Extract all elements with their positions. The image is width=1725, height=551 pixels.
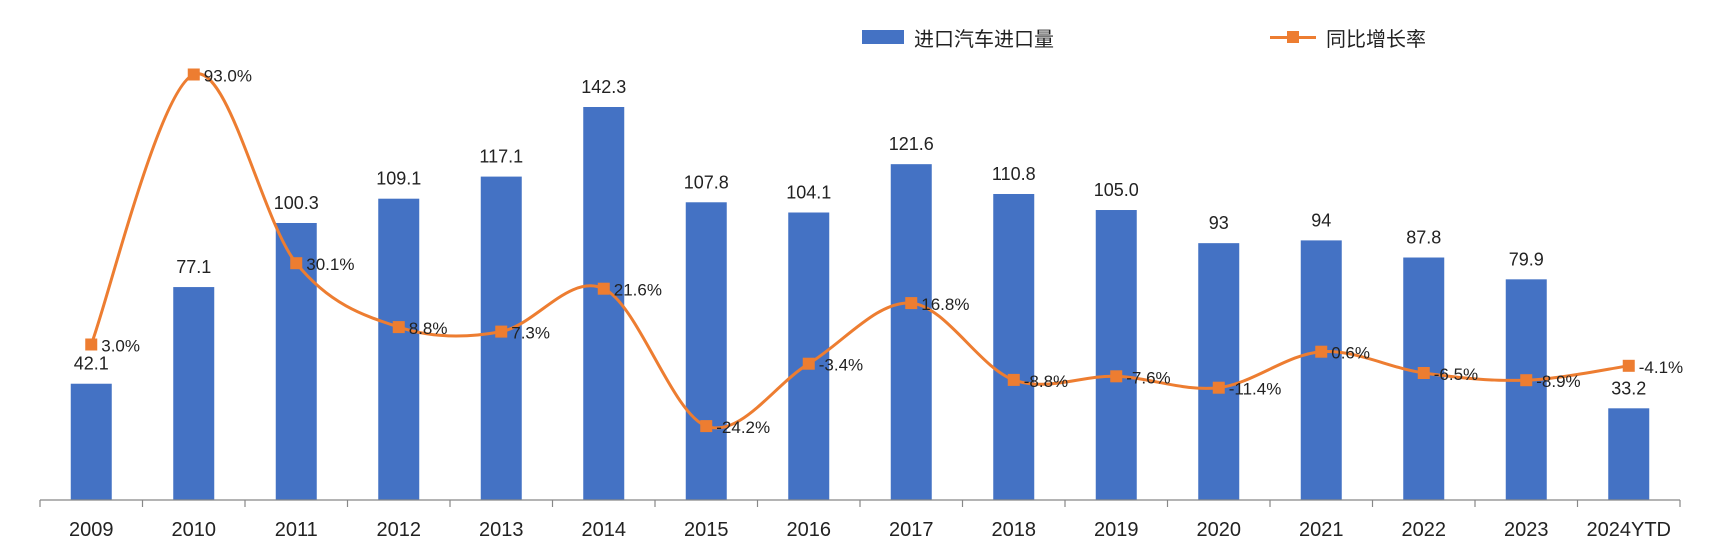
growth-value-label: 0.6% (1331, 344, 1370, 363)
bar-value-label: 77.1 (176, 257, 211, 277)
x-tick-label: 2013 (479, 519, 524, 541)
growth-marker-2019 (1110, 370, 1122, 382)
legend-item-volume: 进口汽车进口量 (862, 22, 1054, 52)
growth-line (91, 74, 1629, 428)
growth-value-label: -6.5% (1434, 365, 1478, 384)
growth-marker-2021 (1315, 346, 1327, 358)
x-axis: 2009 2010 2011 2012 2013 2014 2015 2016 2017 2018… (40, 500, 1680, 541)
growth-value-label: -11.4% (1229, 380, 1282, 399)
growth-value-label: -4.1% (1639, 358, 1683, 377)
growth-value-label: 7.3% (511, 324, 550, 343)
bar-2010 (173, 287, 214, 500)
bar-2019 (1096, 210, 1137, 500)
bar-2015 (686, 202, 727, 500)
bar-value-label: 110.8 (992, 164, 1036, 184)
growth-marker-2018 (1008, 374, 1020, 386)
x-tick-label: 2018 (992, 519, 1037, 541)
growth-marker-2024YTD (1623, 360, 1635, 372)
growth-marker-2009 (85, 339, 97, 351)
x-tick-label: 2009 (69, 519, 114, 541)
growth-value-label: -8.8% (1024, 372, 1068, 391)
growth-value-label: 8.8% (409, 319, 448, 338)
x-tick-label: 2011 (275, 519, 318, 541)
bar-2017 (891, 164, 932, 500)
growth-marker-2020 (1213, 382, 1225, 394)
bar-value-label: 79.9 (1509, 249, 1544, 269)
bar-value-label: 107.8 (684, 172, 729, 192)
bar-2020 (1198, 243, 1239, 500)
growth-marker-2017 (905, 297, 917, 309)
legend-line-swatch (1270, 30, 1316, 44)
bar-2009 (71, 384, 112, 500)
bar-value-label: 42.1 (74, 354, 109, 374)
bar-value-label: 142.3 (581, 77, 626, 97)
growth-value-label: -8.9% (1536, 372, 1580, 391)
growth-value-label: 21.6% (614, 281, 662, 300)
growth-marker-2010 (188, 69, 200, 81)
bar-value-label: 105.0 (1094, 180, 1139, 200)
bar-value-label: 87.8 (1406, 228, 1441, 248)
growth-marker-2022 (1418, 367, 1430, 379)
bar-value-label: 117.1 (479, 147, 523, 167)
x-tick-label: 2012 (377, 519, 422, 541)
bar-2012 (378, 199, 419, 500)
growth-marker-2011 (290, 257, 302, 269)
legend-bar-swatch (862, 30, 904, 44)
x-tick-label: 2016 (787, 519, 832, 541)
bar-value-label: 33.2 (1611, 378, 1646, 398)
growth-value-label: 16.8% (921, 295, 969, 314)
bar-value-label: 104.1 (786, 182, 831, 202)
x-tick-label: 2019 (1094, 519, 1139, 541)
growth-value-label: -7.6% (1126, 368, 1170, 387)
growth-line-series (85, 69, 1635, 433)
growth-marker-2013 (495, 326, 507, 338)
x-tick-label: 2010 (172, 519, 217, 541)
x-tick-label: 2021 (1299, 519, 1344, 541)
growth-marker-2012 (393, 321, 405, 333)
x-tick-label: 2015 (684, 519, 729, 541)
x-tick-label: 2020 (1197, 519, 1242, 541)
x-tick-label: 2024YTD (1587, 519, 1672, 541)
bar-series (71, 107, 1650, 500)
chart-canvas: 2009 2010 2011 2012 2013 2014 2015 2016 2017 2018… (0, 0, 1725, 551)
growth-value-label: -24.2% (716, 418, 770, 437)
growth-value-label: -3.4% (819, 356, 863, 375)
growth-value-label: 30.1% (306, 255, 354, 274)
bar-value-label: 109.1 (376, 169, 421, 189)
bar-value-label: 121.6 (889, 134, 934, 154)
legend-label-growth: 同比增长率 (1326, 23, 1426, 52)
growth-value-label: 3.0% (101, 337, 140, 356)
growth-marker-2016 (803, 358, 815, 370)
bar-value-label: 100.3 (274, 193, 319, 213)
legend-label-volume: 进口汽车进口量 (914, 23, 1054, 52)
bar-2021 (1301, 240, 1342, 500)
x-tick-label: 2023 (1504, 519, 1549, 541)
bar-value-label: 93 (1209, 213, 1229, 233)
x-tick-label: 2022 (1402, 519, 1447, 541)
legend-item-growth: 同比增长率 (1270, 22, 1426, 52)
growth-marker-2015 (700, 420, 712, 432)
bar-2014 (583, 107, 624, 500)
growth-marker-2014 (598, 283, 610, 295)
growth-value-label: 93.0% (204, 67, 252, 86)
bar-2024YTD (1608, 408, 1649, 500)
x-tick-label: 2017 (889, 519, 934, 541)
x-tick-label: 2014 (582, 519, 627, 541)
bar-value-label: 94 (1311, 210, 1331, 230)
bar-2018 (993, 194, 1034, 500)
growth-marker-2023 (1520, 374, 1532, 386)
